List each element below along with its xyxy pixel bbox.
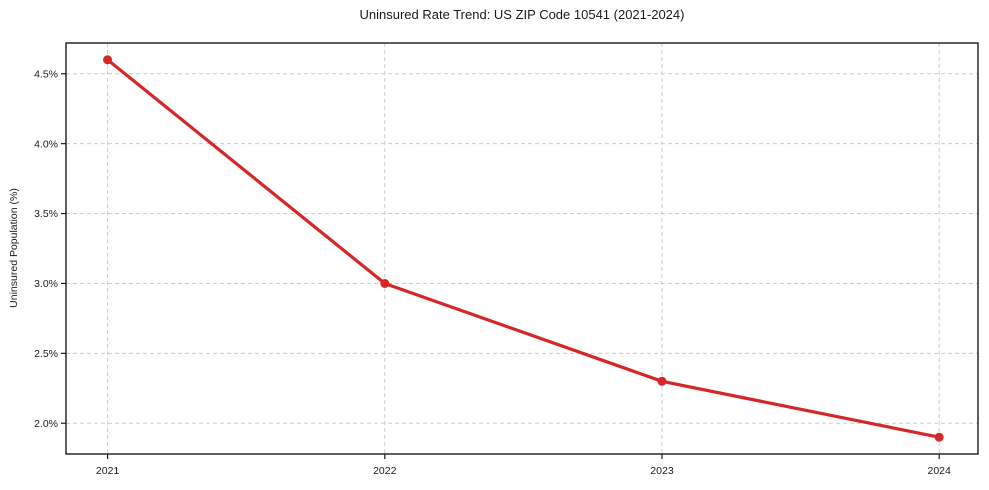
x-tick-label: 2024 <box>928 465 952 477</box>
x-tick-label: 2023 <box>650 465 674 477</box>
y-tick-label: 2.5% <box>34 348 58 360</box>
chart-title: Uninsured Rate Trend: US ZIP Code 10541 … <box>359 7 685 22</box>
y-tick-label: 2.0% <box>34 418 58 430</box>
data-point-marker <box>934 432 944 442</box>
x-tick-label: 2021 <box>96 465 120 477</box>
y-tick-label: 4.0% <box>34 138 58 150</box>
axes-frame <box>65 42 979 455</box>
data-point-marker <box>657 376 667 386</box>
trend-line <box>105 58 941 439</box>
y-tick-label: 4.5% <box>34 68 58 80</box>
y-tick-label: 3.0% <box>34 278 58 290</box>
data-point-marker <box>380 278 390 288</box>
data-point-marker <box>103 55 113 65</box>
x-tick-label: 2022 <box>373 465 397 477</box>
y-tick-label: 3.5% <box>34 208 58 220</box>
